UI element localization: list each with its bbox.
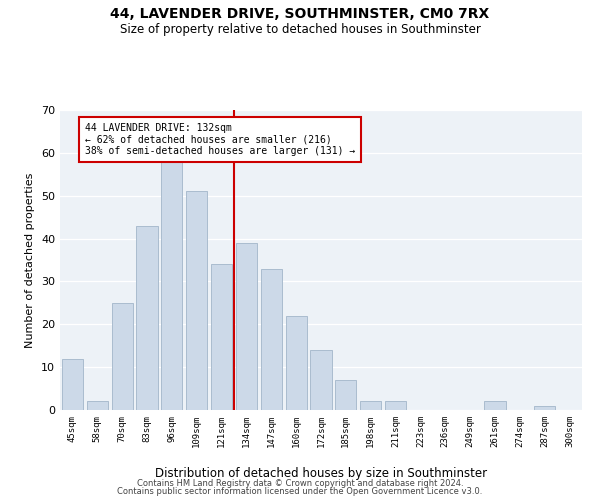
Bar	[385, 402, 406, 410]
Bar	[484, 402, 506, 410]
Text: 44 LAVENDER DRIVE: 132sqm
← 62% of detached houses are smaller (216)
38% of semi: 44 LAVENDER DRIVE: 132sqm ← 62% of detac…	[85, 123, 355, 156]
Bar	[310, 350, 332, 410]
Text: Size of property relative to detached houses in Southminster: Size of property relative to detached ho…	[119, 22, 481, 36]
Text: 44, LAVENDER DRIVE, SOUTHMINSTER, CM0 7RX: 44, LAVENDER DRIVE, SOUTHMINSTER, CM0 7R…	[110, 8, 490, 22]
Bar	[136, 226, 158, 410]
Bar	[87, 402, 108, 410]
Text: Distribution of detached houses by size in Southminster: Distribution of detached houses by size …	[155, 468, 487, 480]
Bar	[112, 303, 133, 410]
Text: Contains HM Land Registry data © Crown copyright and database right 2024.: Contains HM Land Registry data © Crown c…	[137, 478, 463, 488]
Bar	[236, 243, 257, 410]
Y-axis label: Number of detached properties: Number of detached properties	[25, 172, 35, 348]
Bar	[186, 192, 207, 410]
Bar	[360, 402, 381, 410]
Bar	[211, 264, 232, 410]
Bar	[286, 316, 307, 410]
Bar	[335, 380, 356, 410]
Text: Contains public sector information licensed under the Open Government Licence v3: Contains public sector information licen…	[118, 487, 482, 496]
Bar	[261, 268, 282, 410]
Bar	[161, 162, 182, 410]
Bar	[534, 406, 555, 410]
Bar	[62, 358, 83, 410]
